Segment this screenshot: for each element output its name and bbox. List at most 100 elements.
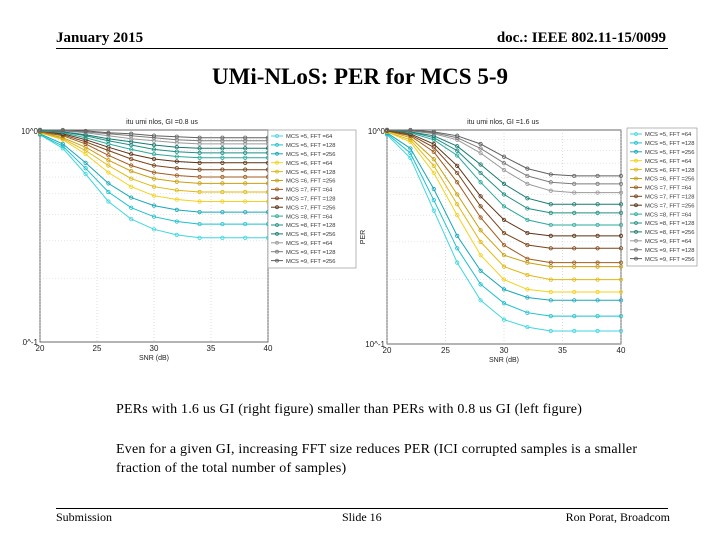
x-tick-label: 20 <box>383 346 392 355</box>
data-point <box>220 174 225 180</box>
data-point <box>618 289 624 295</box>
data-point <box>243 221 248 227</box>
header-doc-id: doc.: IEEE 802.11-15/0099 <box>496 30 666 46</box>
data-point <box>83 171 88 177</box>
series-line <box>40 129 268 139</box>
data-point <box>431 129 436 134</box>
data-point <box>525 166 530 171</box>
data-point <box>60 141 65 146</box>
data-point <box>455 202 460 207</box>
legend-item: MCS =9, FFT =64 <box>271 240 333 247</box>
data-point <box>129 131 134 136</box>
data-point <box>151 227 157 232</box>
series-line <box>386 131 621 293</box>
body-text-gi-comparison: PERs with 1.6 us GI (right figure) small… <box>116 402 583 417</box>
legend-marker <box>634 238 638 243</box>
data-point <box>595 173 600 179</box>
series-line <box>386 130 621 264</box>
data-point <box>525 287 530 292</box>
data-point <box>197 221 202 227</box>
series-line <box>386 129 621 205</box>
data-point <box>243 235 248 240</box>
legend-label: MCS =7, FFT =64 <box>286 188 333 194</box>
data-point <box>106 189 111 195</box>
legend-item: MCS =9, FFT =64 <box>630 238 692 245</box>
data-point <box>455 163 460 168</box>
legend-label: MCS =6, FFT =256 <box>286 179 336 185</box>
data-point <box>618 328 624 334</box>
data-point <box>431 208 436 213</box>
legend-item: MCS =9, FFT =128 <box>630 247 695 254</box>
series-line <box>39 129 268 145</box>
legend-box <box>626 127 698 267</box>
data-point <box>174 179 179 184</box>
data-point <box>618 277 624 282</box>
plot-area <box>384 127 624 345</box>
data-point <box>243 135 248 140</box>
legend-label: MCS =5, FFT =64 <box>645 132 692 138</box>
data-point <box>431 141 436 147</box>
footer-divider <box>56 508 668 509</box>
data-point <box>501 161 507 166</box>
left-figure-gi-0-8: itu umi nlos, GI =0.8 us 20 25 30 35 40 10^0 1… <box>22 119 357 362</box>
data-point <box>151 147 157 152</box>
legend-marker <box>634 221 638 225</box>
legend-item: MCS =9, FFT =256 <box>630 256 695 263</box>
data-point <box>478 180 483 185</box>
x-tick-label: 35 <box>207 344 216 353</box>
header-date: January 2015 <box>56 30 144 46</box>
legend-label: MCS =6, FFT =256 <box>645 177 695 183</box>
data-point <box>548 314 553 319</box>
legend-item: MCS =6, FFT =256 <box>271 178 336 185</box>
data-point <box>572 181 577 186</box>
legend-item: MCS =6, FFT =128 <box>630 167 695 174</box>
figure-title: itu umi nlos, GI =0.8 us <box>126 119 198 126</box>
legend-item: MCS =8, FFT =256 <box>271 232 336 238</box>
legend-marker <box>275 169 279 174</box>
data-point <box>548 188 553 193</box>
data-point <box>174 166 179 171</box>
x-tick-label: 40 <box>264 344 273 353</box>
header-divider <box>56 48 668 49</box>
data-point <box>525 310 530 315</box>
series-line <box>386 133 621 317</box>
data-point <box>106 136 111 141</box>
data-point <box>572 202 577 207</box>
series-line <box>39 129 268 154</box>
legend-label: MCS =7, FFT =128 <box>645 195 695 201</box>
data-point <box>618 233 624 238</box>
legend-marker <box>275 187 279 192</box>
data-point <box>408 150 413 156</box>
body-text-fft-size: Even for a given GI, increasing FFT size… <box>116 442 638 476</box>
data-point <box>129 168 134 174</box>
data-point <box>501 264 507 269</box>
legend-box <box>267 129 357 269</box>
data-point <box>478 253 483 258</box>
legend-item: MCS =7, FFT =128 <box>271 196 336 203</box>
data-point <box>478 162 483 167</box>
data-point <box>455 192 460 197</box>
legend-item: MCS =7, FFT =64 <box>271 187 333 194</box>
series-3 <box>384 130 624 303</box>
legend-marker <box>634 194 638 199</box>
data-point <box>220 146 225 151</box>
data-point <box>501 204 507 209</box>
plot-frame <box>386 129 622 345</box>
data-point <box>151 184 157 189</box>
x-tick-label: 25 <box>93 344 102 353</box>
data-point <box>618 298 624 303</box>
data-point <box>572 328 577 334</box>
data-point <box>525 196 530 201</box>
data-point <box>478 268 483 273</box>
data-point <box>455 246 460 251</box>
data-point <box>618 210 624 215</box>
data-point <box>129 156 134 162</box>
legend-marker <box>275 205 279 210</box>
data-point <box>548 289 553 295</box>
data-point <box>548 233 553 238</box>
data-point <box>408 146 413 151</box>
legend-item: MCS =9, FFT =256 <box>271 258 336 265</box>
plot-area <box>37 127 271 343</box>
legend-item: MCS =7, FFT =256 <box>630 203 695 209</box>
data-point <box>106 170 111 175</box>
